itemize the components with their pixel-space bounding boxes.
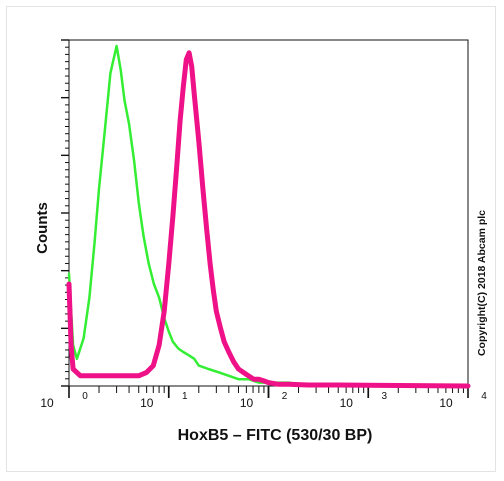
y-axis-label: Counts [34,202,51,254]
x-tick-labels: 10 0 10 1 10 2 10 3 10 4 [40,391,487,410]
x-tick-label-base: 10 [40,396,54,410]
x-tick-label-exponent: 2 [282,391,288,402]
x-tick-label-base: 10 [439,396,453,410]
copyright-annotation: Copyright(C) 2018 Abcam plc [476,210,488,356]
series-line-magenta [66,50,471,389]
x-axis-label: HoxB5 – FITC (530/30 BP) [178,427,373,444]
plot-area [68,39,469,387]
x-tick-label-exponent: 4 [481,391,487,402]
x-tick-label-exponent: 0 [82,391,88,402]
x-tick-label-exponent: 3 [381,391,387,402]
x-tick-label-base: 10 [340,396,354,410]
x-tick-label-base: 10 [140,396,154,410]
series-layer [66,44,471,389]
x-tick-label-exponent: 1 [182,391,188,402]
y-ticks [61,39,69,387]
x-tick-label-base: 10 [240,396,254,410]
